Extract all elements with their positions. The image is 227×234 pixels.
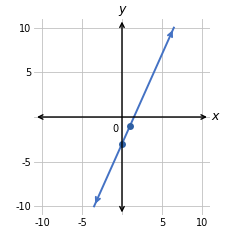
Text: 0: 0 — [112, 124, 118, 134]
Text: x: x — [210, 110, 218, 124]
Text: y: y — [118, 3, 125, 16]
